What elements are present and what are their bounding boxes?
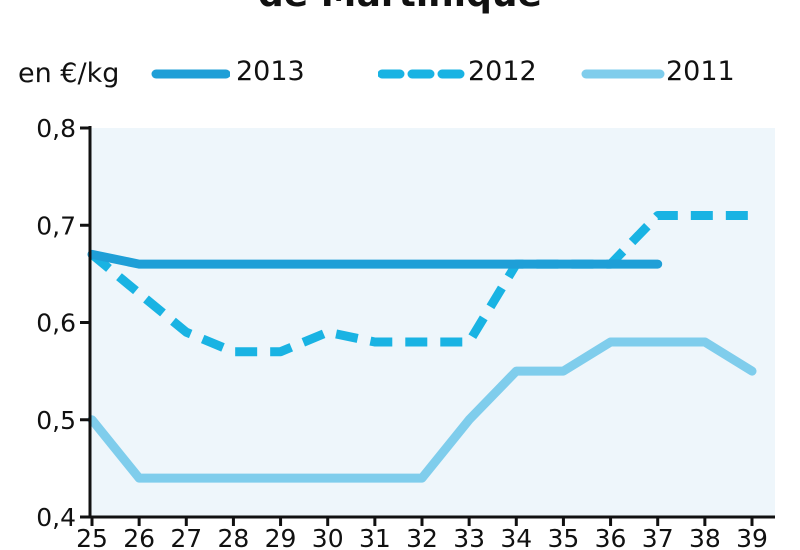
legend-swatch-2012 [378, 69, 468, 79]
legend-item-2012: 2012 [378, 56, 548, 90]
x-tick-label: 29 [265, 524, 297, 550]
x-tick-label: 30 [312, 524, 344, 550]
plot-background [90, 128, 775, 517]
x-tick-label: 32 [406, 524, 438, 550]
legend-item-2011: 2011 [580, 56, 750, 90]
y-tick-label: 0,6 [36, 309, 76, 338]
series-line-2012 [89, 211, 752, 357]
x-tick-label: 39 [736, 524, 768, 550]
x-tick-label: 27 [170, 524, 202, 550]
x-tick-label: 31 [359, 524, 391, 550]
y-tick-label: 0,8 [36, 114, 76, 143]
x-tick-label: 33 [453, 524, 485, 550]
legend-swatch-2013 [151, 69, 230, 79]
y-tick-label: 0,4 [36, 503, 76, 532]
legend-label-2011: 2011 [666, 56, 735, 87]
series-line-2011 [87, 337, 757, 483]
legend-label-2013: 2013 [236, 56, 305, 87]
legend-label-2012: 2012 [468, 56, 537, 87]
x-tick-label: 38 [689, 524, 721, 550]
y-tick-label: 0,5 [36, 406, 76, 435]
series-line-2013 [87, 249, 663, 269]
x-tick-label: 28 [218, 524, 250, 550]
x-tick-label: 34 [500, 524, 532, 550]
x-tick-label: 37 [642, 524, 674, 550]
y-unit-label: en €/kg [18, 58, 120, 89]
legend-item-2013: 2013 [150, 56, 320, 90]
x-tick-label: 25 [76, 524, 108, 550]
x-tick-label: 35 [548, 524, 580, 550]
x-tick-label: 26 [123, 524, 155, 550]
y-tick-label: 0,7 [36, 211, 76, 240]
chart-title: de Martinique [0, 0, 800, 15]
x-tick-label: 36 [595, 524, 627, 550]
legend-swatch-2011 [581, 69, 665, 79]
